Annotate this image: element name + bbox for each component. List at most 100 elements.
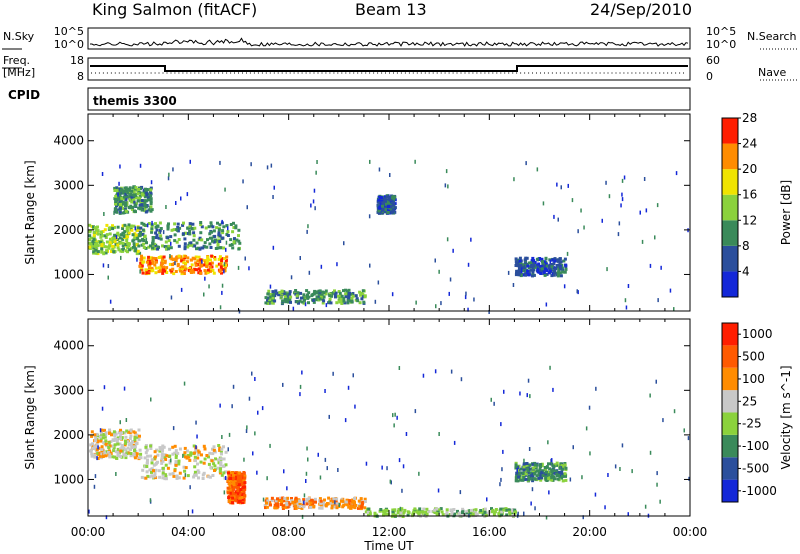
power-cell-0-180 [105,249,109,253]
nave-dot-142 [655,72,657,74]
power-cell-1-79 [139,261,143,265]
velocity-cell-3-11 [270,499,274,503]
nave-dot-36 [234,72,235,74]
velocity-speckle-18 [299,384,302,389]
velocity-ytick-label-2: 3000 [53,383,84,397]
power-speckle-132 [139,269,141,274]
velocity-cell-5-175 [514,463,518,467]
velocity-cell-1-163 [171,445,175,449]
power-cell-2-14 [187,243,191,247]
velocity-cell-3-176 [280,499,283,503]
power-cell-0-184 [130,224,134,228]
power-cell-5-215 [541,260,544,264]
nave-dot-66 [353,72,355,74]
velocity-cell-5-106 [514,479,518,483]
velocity-speckle-152 [254,377,256,381]
nave-dot-3 [102,72,104,74]
power-speckle-13 [162,230,165,235]
velocity-speckle-16 [581,475,583,480]
velocity-cell-4-147 [441,513,445,517]
velocity-cell-3-101 [329,499,333,503]
power-cell-2-72 [154,236,158,240]
velocity-cell-4-126 [484,513,488,517]
power-cell-0-112 [96,252,100,256]
power-cell-5-27 [531,272,535,276]
power-cell-2-76 [231,230,235,234]
power-speckle-133 [269,284,272,289]
power-cell-2-189 [234,226,238,230]
power-cell-4-164 [305,295,309,299]
velocity-cell-4-218 [514,510,517,514]
power-speckle-64 [146,223,149,228]
velocity-speckle-26 [523,458,525,463]
velocity-cell-1-130 [203,447,207,451]
velocity-cell-1-72 [216,466,220,470]
power-cell-0-103 [118,236,122,240]
power-cell-3-167 [140,203,144,207]
power-cell-0-44 [119,249,123,253]
velocity-cell-4-166 [401,511,405,515]
velocity-cell-2-166 [231,471,234,475]
power-cell-5-161 [553,259,557,263]
velocity-cell-1-23 [144,444,148,448]
power-cell-6-211 [377,209,381,213]
nave-dot-10 [130,72,132,74]
nave-dot-19 [166,72,168,74]
power-cell-0-95 [125,236,129,240]
power-cell-2-171 [158,221,162,225]
nave-dot-80 [408,72,410,74]
power-cell-1-52 [180,257,184,261]
velocity-cell-3-148 [363,506,367,510]
power-cell-1-54 [209,258,212,262]
velocity-cell-5-147 [537,473,541,477]
power-cell-4-205 [347,296,351,300]
velocity-cell-2-178 [231,501,234,504]
power-cell-1-181 [140,254,143,258]
velocity-cell-1-184 [149,444,153,448]
velocity-speckle-109 [437,488,440,493]
velocity-cell-1-10 [163,455,167,459]
power-cell-2-184 [181,232,185,236]
nave-dot-90 [448,72,450,74]
velocity-cell-1-135 [168,472,172,476]
velocity-speckle-97 [453,440,456,445]
velocity-cell-0-117 [103,435,107,439]
velocity-cell-1-64 [196,452,200,456]
velocity-cell-1-181 [207,462,211,466]
velocity-cell-2-127 [241,501,244,505]
power-speckle-39 [186,192,189,197]
velocity-speckle-24 [224,476,227,480]
velocity-cell-0-196 [93,433,97,437]
power-cell-4-171 [319,295,323,299]
velocity-cell-5-72 [529,471,533,475]
velocity-speckle-89 [219,403,221,408]
velocity-speckle-156 [332,371,334,376]
velocity-cell-0-193 [104,442,108,446]
nave-dot-147 [675,72,677,74]
velocity-cell-5-176 [524,477,528,481]
nave-dot-92 [456,72,458,74]
velocity-cell-1-188 [150,458,154,462]
velocity-speckle-49 [317,452,319,457]
velocity-cell-0-130 [113,434,117,437]
velocity-cell-1-171 [205,454,209,457]
power-speckle-92 [204,276,206,281]
power-cell-1-194 [210,254,214,258]
velocity-cell-1-0 [186,453,190,457]
velocity-cell-0-121 [112,446,116,450]
power-cell-2-109 [237,239,241,243]
power-speckle-12 [467,307,469,312]
power-cell-0-179 [96,244,100,248]
power-cell-5-137 [550,274,554,278]
velocity-cell-3-130 [342,503,346,507]
power-cell-3-198 [128,186,132,190]
velocity-cell-1-139 [224,450,228,454]
power-cell-4-3 [312,300,316,304]
power-cell-0-197 [134,249,138,253]
velocity-cell-1-195 [171,452,175,456]
velocity-cell-1-82 [222,457,226,461]
velocity-cell-0-42 [99,435,103,439]
power-cell-4-32 [343,301,347,305]
power-cell-1-155 [145,271,149,275]
power-cell-1-98 [170,257,174,261]
